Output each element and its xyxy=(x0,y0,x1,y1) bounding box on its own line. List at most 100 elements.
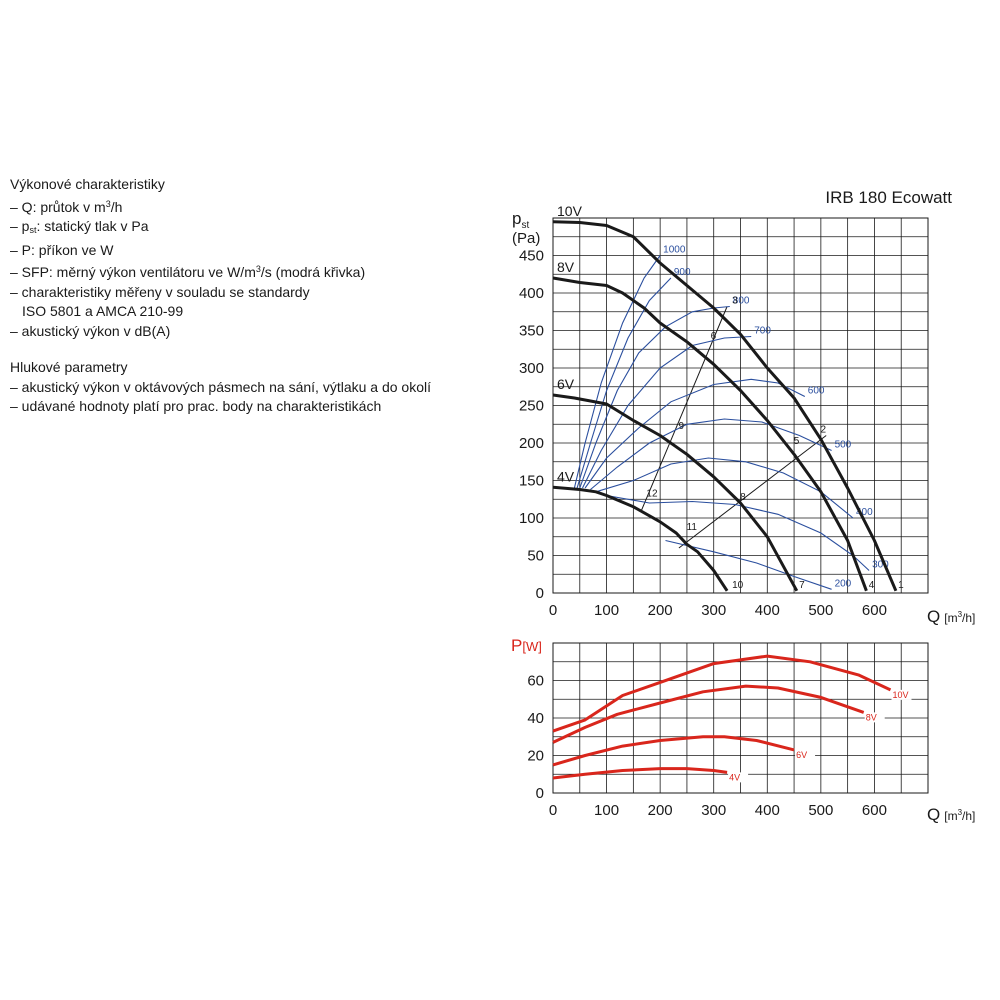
sfp-curve xyxy=(595,457,854,519)
note-static-pressure: – pst: statický tlak v Pa xyxy=(10,218,149,235)
y-tick-label: 150 xyxy=(519,473,544,490)
y-tick-label: 200 xyxy=(519,435,544,452)
sfp-curves: 1000 900 800 700 600 500 400 300 200 xyxy=(573,245,889,590)
operating-point-label: 6 xyxy=(711,331,717,342)
x-tick-label: 300 xyxy=(701,802,726,819)
sfp-curve xyxy=(606,494,870,571)
fan-curve-4v xyxy=(552,485,729,592)
note-standard-names: ISO 5801 a AMCA 210-99 xyxy=(22,303,184,319)
power-chart-grid xyxy=(552,642,929,794)
fan-curve-label: 4V xyxy=(557,468,575,484)
performance-heading: Výkonové charakteristiky xyxy=(10,176,165,192)
x-tick-label: 100 xyxy=(594,602,619,619)
sfp-curve xyxy=(590,418,832,490)
sfp-label: 200 xyxy=(835,578,852,589)
y-tick-label: 100 xyxy=(519,510,544,527)
power-x-axis-label: Q [m3/h] xyxy=(927,805,975,824)
power-curve-label: 4V xyxy=(729,772,740,782)
y-tick-label: 450 xyxy=(519,248,544,265)
operating-point-label: 4 xyxy=(869,580,875,591)
pressure-x-ticks: 0 100 200 300 400 500 600 xyxy=(549,602,887,619)
x-tick-label: 200 xyxy=(648,802,673,819)
pressure-axis-unit: (Pa) xyxy=(512,230,540,247)
noise-heading: Hlukové parametry xyxy=(10,359,128,375)
y-tick-label: 60 xyxy=(527,673,544,690)
sfp-curve xyxy=(573,255,661,489)
y-tick-label: 400 xyxy=(519,285,544,302)
operating-point-label: 2 xyxy=(821,425,827,436)
pressure-x-axis-label: Q [m3/h] xyxy=(927,607,975,626)
power-curve-6v xyxy=(552,735,795,767)
note-standard: – charakteristiky měřeny v souladu se st… xyxy=(10,283,310,300)
operating-point-label: 10 xyxy=(732,580,744,591)
operating-point-label: 11 xyxy=(687,522,698,533)
x-tick-label: 400 xyxy=(755,602,780,619)
pressure-axis-label: pst xyxy=(512,209,529,231)
x-tick-label: 500 xyxy=(808,802,833,819)
operating-point-label: 3 xyxy=(732,296,738,307)
power-x-ticks: 0 100 200 300 400 500 600 xyxy=(549,802,887,819)
sfp-label: 1000 xyxy=(663,245,686,256)
sfp-label: 500 xyxy=(835,440,852,451)
power-curves: 10V 8V 6V 4V xyxy=(552,654,912,783)
operating-point-label: 5 xyxy=(794,436,800,447)
fan-curve-label: 10V xyxy=(557,203,583,219)
x-tick-label: 300 xyxy=(701,602,726,619)
power-curve-label-bg xyxy=(728,772,749,783)
y-tick-label: 50 xyxy=(527,548,544,565)
operating-point-label: 9 xyxy=(679,421,685,432)
x-tick-label: 600 xyxy=(862,602,887,619)
note-noise-points: – udávané hodnoty platí pro prac. body n… xyxy=(10,398,382,414)
fan-curve-label: 8V xyxy=(557,259,575,275)
operating-point-label: 7 xyxy=(799,580,805,591)
x-tick-label: 600 xyxy=(862,802,887,819)
x-tick-label: 100 xyxy=(594,802,619,819)
sfp-label: 600 xyxy=(808,386,825,397)
power-curve-label-bg xyxy=(795,749,816,760)
sfp-label: 400 xyxy=(856,507,873,518)
y-tick-label: 300 xyxy=(519,360,544,377)
note-sfp: – SFP: měrný výkon ventilátoru ve W/m3/s… xyxy=(10,264,366,280)
x-tick-label: 0 xyxy=(549,602,557,619)
sfp-label: 900 xyxy=(674,267,691,278)
chart-title: IRB 180 Ecowatt xyxy=(825,188,952,207)
y-tick-label: 0 xyxy=(536,585,544,602)
power-y-ticks: 0 20 40 60 xyxy=(527,673,544,803)
sfp-curve xyxy=(579,305,730,489)
note-acoustic: – akustický výkon v dB(A) xyxy=(10,322,171,339)
fan-curves: 10V 8V 6V 4V xyxy=(552,203,898,592)
power-curve-label-bg xyxy=(891,689,912,700)
operating-point-label: 12 xyxy=(646,488,658,499)
power-axis-label: P[W] xyxy=(511,636,542,655)
power-curve-label: 10V xyxy=(893,690,909,700)
operating-point-label: 1 xyxy=(898,580,904,591)
x-tick-label: 400 xyxy=(755,802,780,819)
power-curve-10v xyxy=(552,654,892,733)
power-curve-label: 6V xyxy=(796,750,807,760)
note-power: – P: příkon ve W xyxy=(10,241,114,258)
power-curve-label: 8V xyxy=(866,712,877,722)
fan-curve-10v xyxy=(552,220,898,592)
system-lines xyxy=(640,306,827,549)
fan-curve-8v xyxy=(552,276,868,592)
fan-curve-6v xyxy=(552,393,799,592)
y-tick-label: 250 xyxy=(519,398,544,415)
y-tick-label: 40 xyxy=(527,710,544,727)
x-tick-label: 500 xyxy=(808,602,833,619)
sfp-label: 300 xyxy=(872,560,889,571)
y-tick-label: 20 xyxy=(527,748,544,765)
x-tick-label: 200 xyxy=(648,602,673,619)
y-tick-label: 350 xyxy=(519,323,544,340)
sfp-label: 700 xyxy=(754,326,771,337)
x-tick-label: 0 xyxy=(549,802,557,819)
note-flow: – Q: průtok v m3/h xyxy=(10,198,123,215)
sfp-curve xyxy=(584,378,806,489)
notes-panel: Výkonové charakteristiky – Q: průtok v m… xyxy=(10,175,490,417)
power-curve-8v xyxy=(552,684,865,744)
y-tick-label: 0 xyxy=(536,785,544,802)
pressure-y-ticks: 0 50 100 150 200 250 300 350 400 450 xyxy=(519,248,544,603)
power-curve-label-bg xyxy=(864,712,885,723)
fan-curve-label: 6V xyxy=(557,376,575,392)
